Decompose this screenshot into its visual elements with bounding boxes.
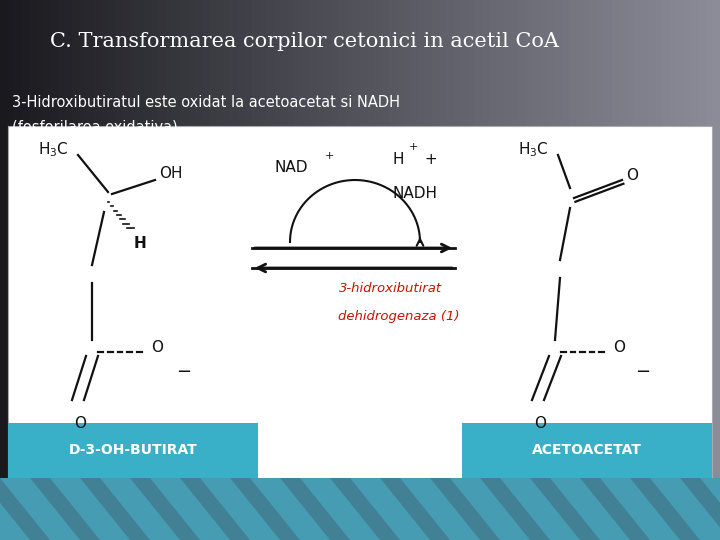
- Polygon shape: [450, 478, 580, 540]
- FancyBboxPatch shape: [462, 423, 712, 478]
- Polygon shape: [650, 478, 720, 540]
- Text: H: H: [134, 236, 147, 251]
- Polygon shape: [700, 478, 720, 540]
- Polygon shape: [500, 478, 630, 540]
- Polygon shape: [600, 478, 720, 540]
- Text: −: −: [635, 363, 650, 381]
- Text: O: O: [626, 167, 638, 183]
- Polygon shape: [550, 478, 680, 540]
- Text: +: +: [325, 151, 334, 161]
- FancyBboxPatch shape: [8, 423, 258, 478]
- Text: +: +: [420, 152, 438, 167]
- FancyBboxPatch shape: [8, 126, 712, 478]
- Text: 3-hidroxibutirat: 3-hidroxibutirat: [338, 282, 441, 295]
- Polygon shape: [250, 478, 380, 540]
- Text: H: H: [392, 152, 403, 167]
- Text: NADH: NADH: [392, 186, 437, 201]
- Text: C. Transformarea corpilor cetonici in acetil CoA: C. Transformarea corpilor cetonici in ac…: [50, 32, 559, 51]
- Polygon shape: [300, 478, 430, 540]
- Polygon shape: [0, 478, 30, 540]
- Text: dehidrogenaza (1): dehidrogenaza (1): [338, 310, 460, 323]
- Text: O: O: [151, 341, 163, 355]
- Text: H$_3$C: H$_3$C: [38, 140, 68, 159]
- Polygon shape: [400, 478, 530, 540]
- Text: 3-Hidroxibutiratul este oxidat la acetoacetat si NADH: 3-Hidroxibutiratul este oxidat la acetoa…: [12, 95, 400, 110]
- Polygon shape: [0, 478, 130, 540]
- Polygon shape: [150, 478, 280, 540]
- Text: D-3-OH-BUTIRAT: D-3-OH-BUTIRAT: [68, 443, 197, 457]
- Polygon shape: [200, 478, 330, 540]
- Text: OH: OH: [159, 166, 182, 181]
- FancyBboxPatch shape: [0, 478, 720, 540]
- Text: O: O: [74, 416, 86, 431]
- Text: NAD: NAD: [275, 160, 308, 176]
- Text: O: O: [613, 341, 625, 355]
- Polygon shape: [50, 478, 180, 540]
- Text: H$_3$C: H$_3$C: [518, 140, 549, 159]
- Text: −: −: [176, 363, 191, 381]
- Polygon shape: [350, 478, 480, 540]
- Text: O: O: [534, 416, 546, 431]
- Polygon shape: [0, 478, 80, 540]
- Text: (fosforilarea oxidativa): (fosforilarea oxidativa): [12, 120, 178, 135]
- Text: +: +: [409, 142, 418, 152]
- Text: ACETOACETAT: ACETOACETAT: [532, 443, 642, 457]
- Polygon shape: [100, 478, 230, 540]
